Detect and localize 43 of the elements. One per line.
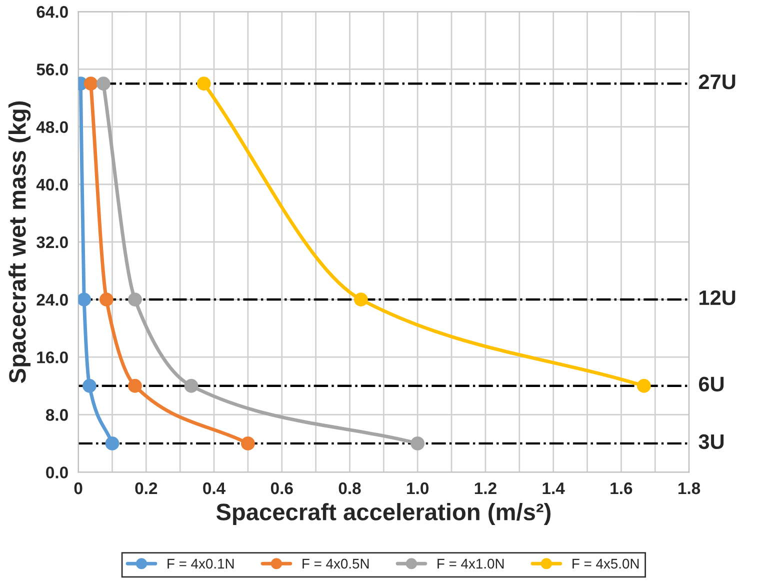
point [196, 76, 211, 91]
y-tick-label: 40.0 [36, 178, 68, 191]
legend-label: F = 4x0.1N [168, 558, 234, 569]
point [636, 378, 651, 393]
y-tick-label: 0.0 [46, 466, 68, 478]
x-axis-title: Spacecraft acceleration (m/s²) [216, 503, 550, 526]
ref-line-label: 3U [698, 434, 724, 450]
point [410, 436, 425, 450]
y-axis-title: Spacecraft wet mass (kg) [8, 101, 31, 383]
x-tick-label: 1.6 [610, 482, 632, 494]
x-tick-label: 1.8 [678, 482, 700, 494]
y-tick-label: 8.0 [46, 409, 68, 421]
x-tick-label: 1.2 [474, 482, 496, 494]
point [105, 436, 120, 450]
point [96, 76, 110, 91]
x-tick-label: 0.8 [338, 482, 361, 494]
ref-line-label: 27U [698, 74, 736, 90]
point [78, 292, 92, 306]
legend-label: F = 4x5.0N [572, 558, 639, 569]
point [84, 76, 98, 91]
point [241, 436, 255, 450]
y-tick-label: 48.0 [36, 121, 68, 134]
ref-line-label: 6U [698, 376, 724, 392]
legend-label: F = 4x0.5N [302, 558, 369, 569]
y-tick-label: 64.0 [36, 6, 68, 18]
x-tick-label: 1.0 [407, 482, 428, 494]
x-tick-label: 0 [74, 482, 82, 494]
point [354, 292, 368, 306]
legend-label: F = 4x1.0N [438, 558, 504, 569]
y-tick-label: 24.0 [36, 294, 68, 306]
point [184, 378, 198, 393]
point [128, 292, 142, 306]
x-tick-label: 0.2 [135, 482, 158, 494]
y-tick-label: 56.0 [36, 64, 68, 76]
point [128, 378, 142, 393]
point [100, 292, 114, 306]
y-tick-label: 32.0 [36, 236, 68, 248]
x-tick-label: 0.4 [203, 482, 226, 494]
y-tick-label: 16.0 [37, 351, 68, 364]
ref-line-label: 12U [700, 290, 736, 306]
point [82, 378, 96, 393]
x-tick-label: 1.4 [542, 482, 565, 494]
x-tick-label: 0.6 [270, 482, 293, 494]
